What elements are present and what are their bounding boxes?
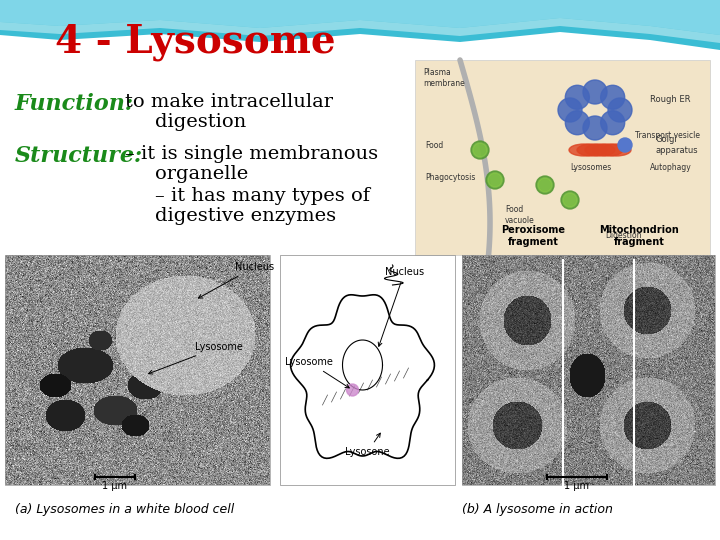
Circle shape [583, 80, 607, 104]
Text: to make intracellular: to make intracellular [125, 93, 333, 111]
Text: digestion: digestion [155, 113, 246, 131]
Ellipse shape [601, 144, 631, 156]
Text: Phagocytosis: Phagocytosis [425, 172, 475, 181]
Circle shape [558, 98, 582, 122]
Ellipse shape [569, 144, 599, 156]
Circle shape [486, 171, 504, 189]
Circle shape [600, 111, 625, 134]
Text: Lysosome: Lysosome [285, 357, 349, 388]
Polygon shape [0, 0, 720, 50]
FancyBboxPatch shape [415, 60, 710, 255]
Text: Function:: Function: [15, 93, 134, 115]
Text: Rough ER: Rough ER [650, 96, 690, 105]
Ellipse shape [585, 144, 615, 156]
Text: Mitochondrion
fragment: Mitochondrion fragment [599, 225, 679, 247]
Text: 1 μm: 1 μm [564, 481, 590, 491]
Text: Autophagy: Autophagy [650, 164, 692, 172]
Circle shape [346, 384, 359, 396]
Ellipse shape [593, 144, 623, 156]
Text: – it is single membranous: – it is single membranous [125, 145, 378, 163]
Text: (b) A lysosome in action: (b) A lysosome in action [462, 503, 613, 516]
Circle shape [536, 176, 554, 194]
Text: – it has many types of: – it has many types of [155, 187, 370, 205]
Circle shape [565, 111, 590, 134]
Text: organelle: organelle [155, 165, 248, 183]
Ellipse shape [577, 144, 607, 156]
Circle shape [473, 143, 487, 157]
Circle shape [471, 141, 489, 159]
Circle shape [600, 85, 625, 109]
Text: Lysosome: Lysosome [148, 342, 243, 374]
Text: digestive enzymes: digestive enzymes [155, 207, 336, 225]
Circle shape [488, 173, 502, 187]
Text: 4 - Lysosome: 4 - Lysosome [55, 23, 336, 61]
Text: 1 μm: 1 μm [102, 481, 127, 491]
Polygon shape [0, 0, 720, 35]
Text: Structure:: Structure: [15, 145, 143, 167]
Text: Food: Food [425, 140, 444, 150]
Text: (a) Lysosomes in a white blood cell: (a) Lysosomes in a white blood cell [15, 503, 234, 516]
Circle shape [538, 178, 552, 192]
Circle shape [561, 191, 579, 209]
Polygon shape [0, 18, 720, 43]
Text: Digestion: Digestion [605, 231, 642, 240]
Text: Plasma
membrane: Plasma membrane [423, 68, 464, 87]
Text: Food
vacuole: Food vacuole [505, 205, 535, 225]
Text: Peroxisome
fragment: Peroxisome fragment [501, 225, 565, 247]
Text: Golgi
apparatus: Golgi apparatus [655, 136, 698, 154]
Circle shape [565, 85, 590, 109]
Circle shape [583, 116, 607, 140]
Text: Lysosomes: Lysosomes [570, 164, 611, 172]
Text: Transport vesicle: Transport vesicle [635, 131, 700, 139]
Text: Nucleus: Nucleus [378, 267, 424, 346]
Circle shape [608, 98, 632, 122]
Circle shape [618, 138, 632, 152]
Circle shape [563, 193, 577, 207]
Text: Lysosone: Lysosone [345, 433, 390, 457]
FancyBboxPatch shape [280, 255, 455, 485]
Text: Nucleus: Nucleus [199, 262, 274, 298]
